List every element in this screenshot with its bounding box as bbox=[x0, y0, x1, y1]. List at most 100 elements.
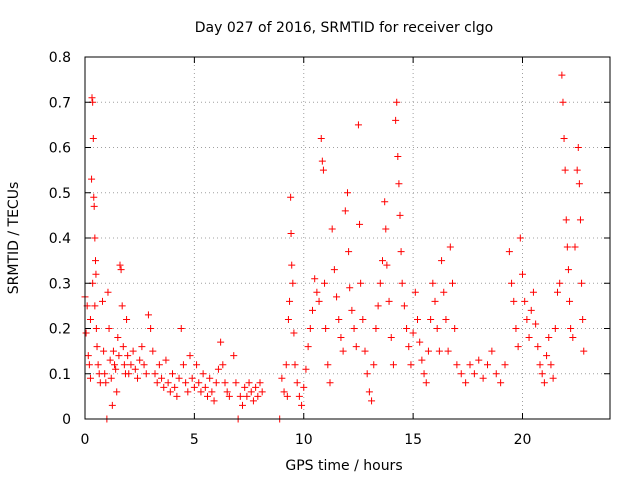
chart-title: Day 027 of 2016, SRMTID for receiver clg… bbox=[195, 20, 493, 36]
x-axis-ticks: 0 5 10 15 20 bbox=[81, 57, 531, 448]
data-point bbox=[236, 392, 244, 400]
data-point bbox=[258, 388, 266, 396]
data-point bbox=[352, 343, 360, 351]
data-point bbox=[124, 352, 132, 360]
data-point bbox=[286, 297, 294, 305]
data-point bbox=[169, 370, 176, 378]
data-point bbox=[324, 361, 332, 369]
data-point bbox=[341, 207, 349, 215]
data-point bbox=[488, 347, 496, 355]
data-point bbox=[188, 374, 196, 382]
data-point bbox=[217, 338, 225, 346]
data-point bbox=[239, 401, 246, 409]
data-point bbox=[521, 297, 529, 305]
data-point bbox=[525, 334, 533, 342]
data-point bbox=[578, 279, 586, 287]
data-point bbox=[368, 397, 376, 405]
data-point bbox=[193, 361, 201, 369]
data-point bbox=[125, 370, 133, 378]
data-point bbox=[330, 266, 338, 274]
data-point bbox=[510, 297, 518, 305]
data-point bbox=[574, 144, 582, 151]
x-axis-label: GPS time / hours bbox=[285, 458, 402, 474]
data-point bbox=[564, 266, 572, 274]
data-point bbox=[162, 356, 170, 364]
data-point bbox=[462, 379, 470, 387]
data-point bbox=[559, 98, 567, 106]
data-point bbox=[566, 297, 574, 305]
data-point bbox=[394, 153, 402, 161]
data-point bbox=[164, 379, 172, 387]
data-point bbox=[166, 388, 174, 396]
data-point bbox=[466, 361, 474, 369]
data-point bbox=[579, 315, 587, 323]
data-point bbox=[444, 347, 452, 355]
data-point bbox=[105, 325, 113, 332]
data-point bbox=[405, 343, 413, 351]
data-point bbox=[177, 325, 185, 332]
y-tick-label: 0.8 bbox=[49, 50, 71, 66]
data-point bbox=[433, 325, 441, 332]
data-point bbox=[516, 234, 524, 242]
data-point bbox=[547, 361, 555, 369]
data-point bbox=[138, 343, 146, 351]
data-point bbox=[317, 134, 325, 142]
data-point bbox=[580, 347, 588, 355]
data-point bbox=[82, 329, 90, 337]
data-point bbox=[171, 383, 179, 391]
data-point bbox=[197, 388, 205, 396]
data-point bbox=[278, 374, 286, 382]
data-point bbox=[186, 352, 194, 360]
y-tick-label: 0.5 bbox=[49, 186, 71, 202]
data-point bbox=[245, 379, 253, 387]
data-point bbox=[560, 134, 568, 142]
data-point bbox=[356, 220, 364, 228]
data-point bbox=[567, 325, 575, 332]
y-tick-label: 0.6 bbox=[49, 141, 71, 157]
data-point bbox=[313, 288, 321, 296]
data-point bbox=[85, 361, 93, 369]
data-point bbox=[288, 261, 296, 269]
data-point bbox=[346, 284, 354, 292]
data-point bbox=[372, 325, 380, 332]
data-point bbox=[527, 306, 535, 314]
data-point bbox=[540, 379, 548, 387]
data-point bbox=[370, 361, 378, 369]
data-point bbox=[88, 175, 96, 183]
data-point bbox=[115, 352, 123, 360]
data-point bbox=[359, 315, 367, 323]
data-point bbox=[397, 248, 405, 256]
data-point bbox=[328, 225, 336, 233]
data-point bbox=[201, 383, 209, 391]
data-point bbox=[418, 356, 426, 364]
data-point bbox=[291, 361, 299, 369]
data-point bbox=[429, 279, 437, 287]
data-point bbox=[519, 270, 526, 278]
data-point bbox=[89, 134, 97, 142]
data-point bbox=[381, 198, 389, 206]
y-axis-ticks: 0 0.1 0.2 0.3 0.4 0.5 0.6 0.7 0.8 bbox=[49, 50, 610, 428]
data-points bbox=[81, 71, 588, 423]
data-point bbox=[427, 315, 435, 323]
data-point bbox=[184, 388, 192, 396]
data-point bbox=[350, 325, 358, 332]
data-point bbox=[108, 401, 116, 409]
data-point bbox=[389, 361, 397, 369]
data-point bbox=[431, 297, 439, 305]
data-point bbox=[558, 71, 566, 79]
y-tick-label: 0.7 bbox=[49, 95, 71, 111]
data-point bbox=[144, 311, 152, 319]
data-point bbox=[111, 361, 119, 369]
data-point bbox=[249, 397, 257, 405]
data-point bbox=[501, 361, 509, 369]
data-point bbox=[283, 392, 291, 400]
data-point bbox=[195, 379, 203, 387]
data-point bbox=[311, 275, 319, 283]
data-point bbox=[86, 374, 94, 382]
data-point bbox=[543, 352, 551, 360]
data-point bbox=[508, 279, 516, 287]
data-point bbox=[119, 343, 127, 351]
data-point bbox=[354, 121, 362, 129]
data-point bbox=[123, 315, 131, 323]
data-point bbox=[446, 243, 454, 251]
